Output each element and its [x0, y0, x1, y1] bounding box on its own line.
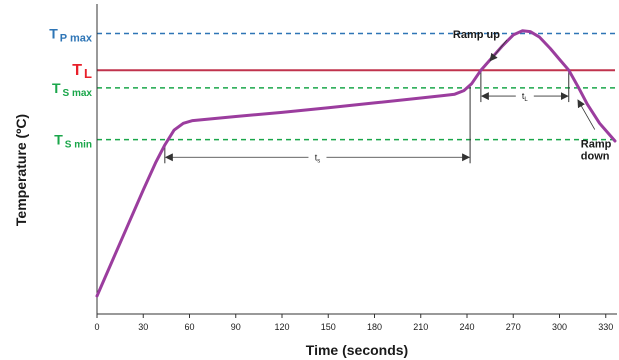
x-tick-label: 120	[274, 322, 289, 332]
x-tick-label: 60	[184, 322, 194, 332]
temperature-profile-line	[95, 29, 617, 298]
x-tick-label: 240	[459, 322, 474, 332]
span-label-ts: ts	[315, 152, 321, 164]
x-ticks: 0 30 60 90 120 150 180 210 240 270 300 330	[94, 314, 613, 332]
annotation-text: down	[581, 151, 610, 163]
x-tick-label: 270	[506, 322, 521, 332]
x-tick-label: 90	[231, 322, 241, 332]
x-tick-label: 300	[552, 322, 567, 332]
x-tick-label: 180	[367, 322, 382, 332]
x-tick-label: 330	[598, 322, 613, 332]
x-axis-title: Time (seconds)	[306, 342, 408, 358]
y-axis-title: Temperature (ºC)	[13, 114, 29, 226]
annotation-text: Ramp up	[453, 29, 500, 41]
span-label-tl: tL	[522, 91, 529, 103]
axes: 0 30 60 90 120 150 180 210 240 270 300 330	[94, 4, 617, 332]
annotation-arrow	[577, 99, 596, 130]
x-tick-label: 0	[94, 322, 99, 332]
x-tick-label: 150	[321, 322, 336, 332]
annotation-arrow	[489, 39, 508, 62]
x-tick-label: 30	[138, 322, 148, 332]
duration-spans: ts tL	[164, 91, 569, 164]
x-tick-label: 210	[413, 322, 428, 332]
annotation-text: Ramp	[581, 139, 612, 151]
